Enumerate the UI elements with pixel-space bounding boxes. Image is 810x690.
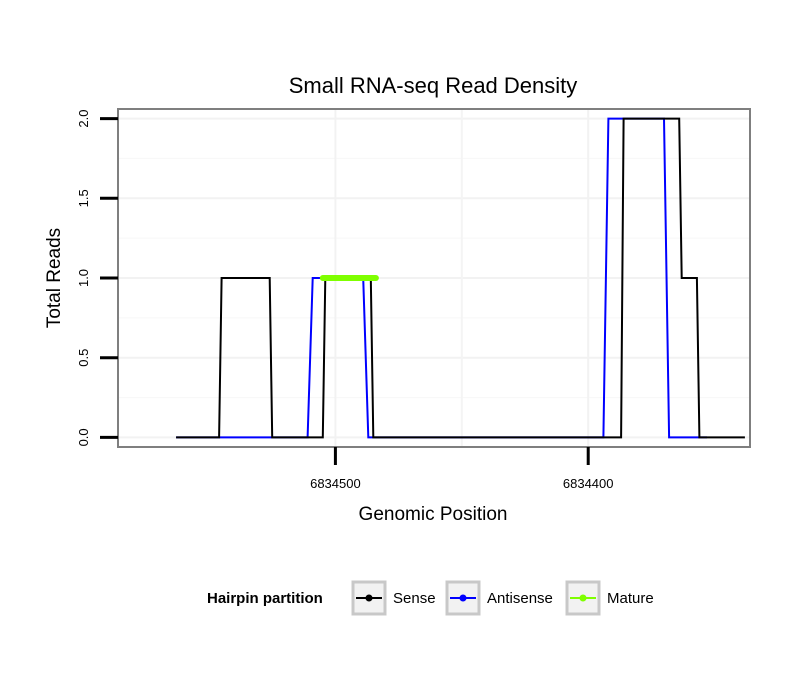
y-tick-label: 1.5 — [76, 189, 91, 207]
legend-label: Antisense — [487, 590, 553, 607]
x-axis-title: Genomic Position — [359, 504, 508, 525]
y-axis: 0.0 0.5 1.0 1.5 2.0 — [76, 110, 118, 446]
legend-entry-antisense: Antisense — [445, 580, 553, 616]
legend: Hairpin partition Sense Antisense Mature — [207, 580, 654, 616]
plot-panel — [117, 108, 751, 448]
legend-items: Sense Antisense Mature — [351, 580, 654, 616]
legend-entry-mature: Mature — [565, 580, 654, 616]
legend-key-point — [365, 594, 373, 602]
y-tick-label: 0.5 — [76, 349, 91, 367]
series-layer — [176, 117, 745, 439]
legend-key-point — [579, 594, 587, 602]
x-tick-label: 6834500 — [310, 476, 361, 491]
legend-title: Hairpin partition — [207, 590, 323, 607]
chart-title: Small RNA-seq Read Density — [289, 73, 578, 98]
y-tick-label: 1.0 — [76, 269, 91, 287]
legend-label: Mature — [607, 590, 654, 607]
x-axis: 6834500 6834400 — [310, 447, 614, 491]
legend-label: Sense — [393, 590, 436, 607]
x-tick-label: 6834400 — [563, 476, 614, 491]
y-tick-label: 0.0 — [76, 428, 91, 446]
y-axis-title: Total Reads — [44, 228, 65, 328]
y-tick-label: 2.0 — [76, 110, 91, 128]
legend-key-point — [459, 594, 467, 602]
legend-entry-sense: Sense — [351, 580, 436, 616]
